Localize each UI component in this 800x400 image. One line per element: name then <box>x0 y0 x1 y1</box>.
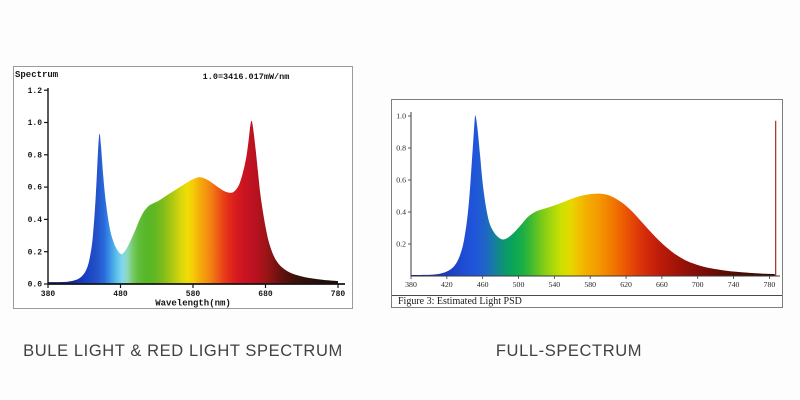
caption-blue-red-spectrum: BULE LIGHT & RED LIGHT SPECTRUM <box>23 342 343 360</box>
svg-text:680: 680 <box>258 290 273 299</box>
svg-text:500: 500 <box>513 280 525 289</box>
svg-text:1.0: 1.0 <box>396 112 406 121</box>
svg-text:0.0: 0.0 <box>28 281 43 290</box>
blue-red-spectrum-chart: 380 480 580 680 780 0.0 0.2 0.4 0.6 0.8 1.0 1.2 Spec… <box>15 70 346 309</box>
svg-text:Wavelength(nm): Wavelength(nm) <box>155 299 231 309</box>
left-spectrum-panel: 380 480 580 680 780 0.0 0.2 0.4 0.6 0.8 1.0 1.2 Spec… <box>13 66 353 309</box>
right-spectrum-panel: 380 420 460 500 540 580 620 660 700 740 780 0.2 0.4 0… <box>391 99 783 308</box>
svg-text:420: 420 <box>441 280 453 289</box>
svg-text:780: 780 <box>331 290 346 299</box>
svg-text:0.2: 0.2 <box>396 240 406 249</box>
svg-text:0.6: 0.6 <box>396 176 406 185</box>
svg-text:0.2: 0.2 <box>28 248 43 257</box>
svg-text:0.8: 0.8 <box>28 151 43 160</box>
full-spectrum-chart: 380 420 460 500 540 580 620 660 700 740 780 0.2 0.4 0… <box>396 112 780 289</box>
svg-text:0.6: 0.6 <box>28 184 43 193</box>
svg-text:1.2: 1.2 <box>28 87 43 96</box>
svg-text:Spectrum: Spectrum <box>15 70 59 80</box>
svg-text:380: 380 <box>41 290 56 299</box>
svg-text:780: 780 <box>764 280 776 289</box>
svg-text:0.4: 0.4 <box>396 208 406 217</box>
svg-text:480: 480 <box>113 290 128 299</box>
svg-text:740: 740 <box>728 280 740 289</box>
svg-text:0.4: 0.4 <box>28 216 43 225</box>
svg-text:380: 380 <box>405 280 417 289</box>
svg-text:660: 660 <box>656 280 668 289</box>
svg-text:1.0=3416.017mW/nm: 1.0=3416.017mW/nm <box>203 72 290 82</box>
svg-text:1.0: 1.0 <box>28 119 43 128</box>
svg-text:620: 620 <box>620 280 632 289</box>
caption-full-spectrum: FULL-SPECTRUM <box>495 342 643 360</box>
svg-text:0.8: 0.8 <box>396 144 406 153</box>
figure-caption: Figure 3: Estimated Light PSD <box>392 295 782 307</box>
svg-text:580: 580 <box>584 280 596 289</box>
svg-text:580: 580 <box>186 290 201 299</box>
svg-text:700: 700 <box>692 280 704 289</box>
svg-text:540: 540 <box>549 280 561 289</box>
svg-text:460: 460 <box>477 280 489 289</box>
